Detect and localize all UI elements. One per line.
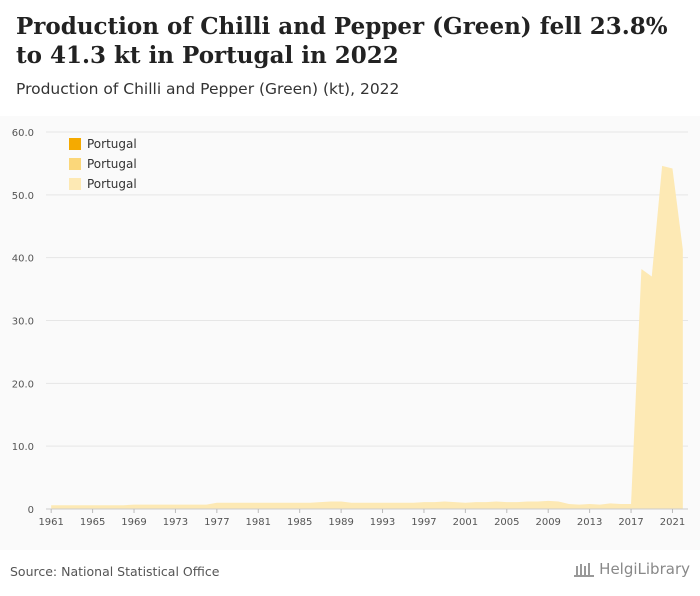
x-tick-label: 1989 <box>328 517 353 528</box>
x-tick-label: 1961 <box>38 517 63 528</box>
legend-label: Portugal <box>87 137 137 151</box>
legend-label: Portugal <box>87 177 137 191</box>
x-tick-label: 1969 <box>121 517 146 528</box>
y-tick-label: 20.0 <box>12 379 34 390</box>
x-tick-label: 2005 <box>494 517 519 528</box>
y-tick-label: 60.0 <box>12 128 34 139</box>
legend-label: Portugal <box>87 157 137 171</box>
plot-panel: 0 10.0 20.0 30.0 40.0 50.0 60.0 1961 1965 1969 197… <box>0 116 700 550</box>
area-chart: 0 10.0 20.0 30.0 40.0 50.0 60.0 1961 1965 1969 197… <box>12 128 688 528</box>
y-tick-label: 30.0 <box>12 317 34 328</box>
x-tick-label: 1977 <box>204 517 229 528</box>
chart-subtitle: Production of Chilli and Pepper (Green) … <box>16 80 400 98</box>
y-tick-label: 10.0 <box>12 442 34 453</box>
x-tick-label: 1993 <box>370 517 395 528</box>
series-area <box>51 165 683 509</box>
brand-logo[interactable]: HelgiLibrary <box>573 560 690 578</box>
y-tick-label: 50.0 <box>12 191 34 202</box>
y-tick-label: 0 <box>28 505 34 516</box>
y-tick-label: 40.0 <box>12 254 34 265</box>
x-tick-label: 1965 <box>80 517 105 528</box>
x-tick-label: 2009 <box>535 517 560 528</box>
x-tick-label: 2021 <box>660 517 685 528</box>
legend-swatch <box>69 158 81 170</box>
x-tick-label: 1985 <box>287 517 312 528</box>
x-tick-label: 1981 <box>246 517 271 528</box>
legend-swatch <box>69 138 81 150</box>
legend-swatch <box>69 178 81 190</box>
x-tick-label: 2017 <box>618 517 643 528</box>
brand-name: HelgiLibrary <box>599 560 690 578</box>
x-tick-label: 2001 <box>453 517 478 528</box>
x-tick-label: 2013 <box>577 517 602 528</box>
chart-title: Production of Chilli and Pepper (Green) … <box>16 13 668 69</box>
x-tick-label: 1973 <box>163 517 188 528</box>
x-tick-label: 1997 <box>411 517 436 528</box>
library-icon <box>574 563 595 577</box>
source-note: Source: National Statistical Office <box>10 564 220 579</box>
